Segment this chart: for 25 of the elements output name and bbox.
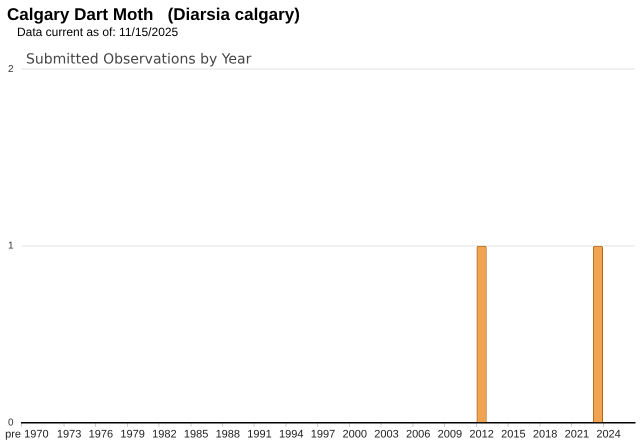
x-tick-label: 1973 [56, 428, 82, 440]
text: Submitted Observations by Year [26, 52, 252, 68]
chart-title: Calgary Dart Moth (Diarsia calgary) [7, 5, 300, 25]
x-tick-label: pre 1970 [5, 428, 49, 440]
x-tick-label: 1979 [120, 428, 145, 440]
x-tick-label: 2000 [342, 428, 367, 440]
y-tick-label: 2 [8, 64, 14, 75]
x-tick-label: 2015 [501, 428, 526, 440]
x-tick-label: 1997 [310, 428, 336, 440]
y-tick-label: 0 [8, 418, 14, 429]
x-tick-label: 2018 [532, 428, 558, 440]
x-tick-label: 2021 [564, 428, 590, 440]
x-tick-label: 1982 [152, 428, 177, 440]
x-tick-label: 2012 [469, 428, 494, 440]
x-tick-label: 2024 [596, 428, 621, 440]
x-tick-label: 1991 [247, 428, 272, 440]
x-tick-label: 1988 [216, 428, 240, 440]
x-tick-label: 1994 [279, 428, 304, 440]
x-tick-label: 2009 [438, 428, 462, 440]
x-tick-label: 2006 [406, 428, 430, 440]
x-tick-label: 2003 [374, 428, 399, 440]
y-tick-label: 1 [8, 240, 14, 252]
x-tick-label: 1985 [184, 428, 208, 440]
chart-subtitle: Data current as of: 11/15/2025 [17, 25, 178, 39]
x-tick-label: 1976 [88, 428, 114, 440]
